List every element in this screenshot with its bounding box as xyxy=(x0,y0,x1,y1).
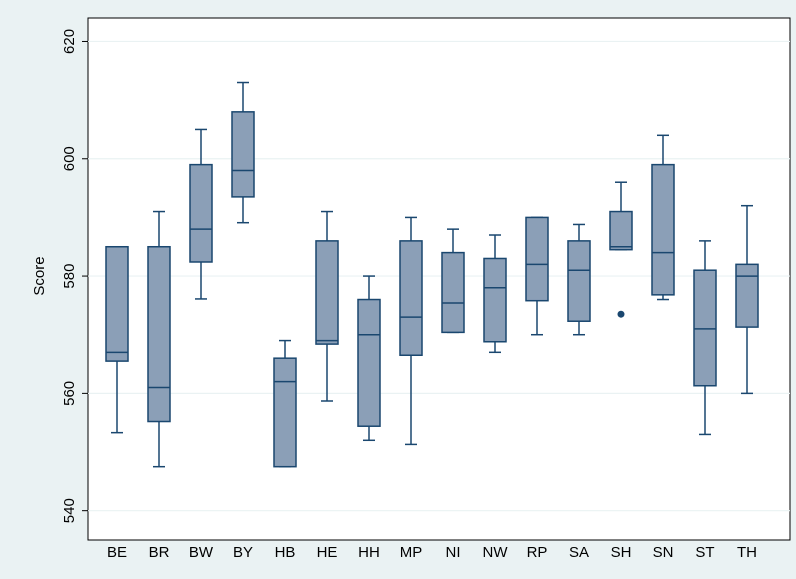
box xyxy=(315,240,339,345)
box xyxy=(441,251,465,334)
x-tick-label: ST xyxy=(695,544,714,561)
x-tick-label: BY xyxy=(233,544,253,561)
y-tick-label: 580 xyxy=(61,264,78,289)
x-tick-label: SA xyxy=(569,544,589,561)
box xyxy=(273,357,297,468)
x-tick-label: BR xyxy=(149,544,170,561)
x-tick-label: NI xyxy=(446,544,461,561)
x-tick-label: RP xyxy=(527,544,548,561)
y-axis-label: Score xyxy=(31,256,48,295)
x-tick-label: HE xyxy=(317,544,338,561)
y-tick-label: 600 xyxy=(61,146,78,171)
box xyxy=(189,163,213,263)
y-tick-label: 620 xyxy=(61,29,78,54)
y-tick-label: 540 xyxy=(61,498,78,523)
box xyxy=(147,245,171,423)
x-tick-label: NW xyxy=(483,544,509,561)
box xyxy=(357,298,381,427)
y-tick-label: 560 xyxy=(61,381,78,406)
box xyxy=(693,269,717,387)
box xyxy=(105,245,129,362)
box xyxy=(525,216,549,302)
box xyxy=(567,240,591,322)
plot-area xyxy=(87,17,791,541)
box xyxy=(483,257,507,343)
x-tick-label: SH xyxy=(611,544,632,561)
box xyxy=(609,210,633,251)
x-tick-label: MP xyxy=(400,544,423,561)
box xyxy=(399,240,423,356)
outlier xyxy=(617,310,625,318)
box xyxy=(231,111,255,198)
x-tick-label: HH xyxy=(358,544,380,561)
x-tick-label: HB xyxy=(275,544,296,561)
box xyxy=(735,263,759,328)
box xyxy=(651,163,675,296)
x-tick-label: SN xyxy=(653,544,674,561)
x-tick-label: BE xyxy=(107,544,127,561)
x-tick-label: BW xyxy=(189,544,214,561)
x-tick-label: TH xyxy=(737,544,757,561)
